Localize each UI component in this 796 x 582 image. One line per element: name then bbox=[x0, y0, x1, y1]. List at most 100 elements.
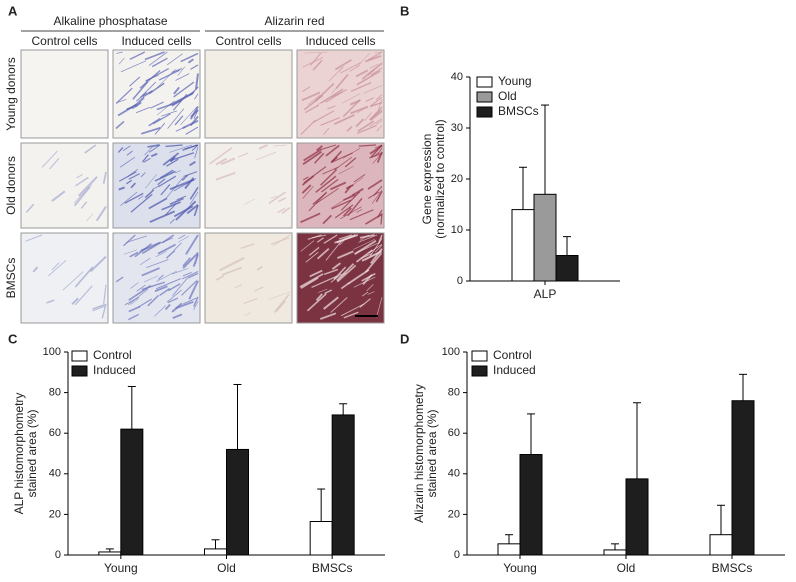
texture bbox=[115, 120, 125, 130]
texture bbox=[126, 150, 133, 156]
texture bbox=[270, 195, 278, 199]
texture bbox=[178, 234, 186, 240]
y-tick-label: 100 bbox=[43, 346, 61, 358]
texture bbox=[166, 289, 182, 303]
texture bbox=[256, 265, 263, 271]
texture bbox=[316, 248, 330, 260]
texture bbox=[322, 166, 339, 175]
texture bbox=[173, 242, 182, 251]
texture bbox=[377, 234, 383, 244]
texture bbox=[116, 98, 127, 103]
texture bbox=[171, 67, 183, 74]
texture bbox=[141, 281, 166, 291]
y-tick-label: 20 bbox=[448, 508, 460, 520]
legend-label: Young bbox=[498, 74, 532, 88]
micrograph bbox=[20, 142, 109, 229]
texture bbox=[120, 60, 147, 73]
texture bbox=[361, 62, 383, 80]
error-bar bbox=[211, 539, 220, 549]
texture bbox=[316, 237, 325, 243]
texture bbox=[195, 73, 199, 90]
texture bbox=[161, 110, 177, 117]
texture bbox=[376, 151, 383, 163]
texture bbox=[334, 114, 355, 125]
texture bbox=[161, 234, 175, 244]
texture bbox=[302, 86, 311, 92]
error-bar bbox=[611, 543, 619, 550]
texture bbox=[350, 81, 372, 92]
texture bbox=[244, 198, 255, 206]
texture bbox=[138, 298, 152, 308]
legend-swatch bbox=[471, 365, 488, 377]
texture bbox=[369, 118, 383, 128]
texture bbox=[315, 188, 339, 205]
y-tick-label: 40 bbox=[448, 468, 460, 480]
texture bbox=[357, 120, 375, 133]
texture bbox=[320, 116, 341, 126]
texture bbox=[302, 176, 309, 181]
y-tick-label: 80 bbox=[49, 387, 61, 399]
texture bbox=[258, 144, 268, 150]
y-axis-label: Gene expression bbox=[420, 134, 434, 225]
legend-swatch bbox=[476, 76, 493, 88]
texture bbox=[364, 54, 382, 63]
texture bbox=[181, 280, 198, 296]
texture bbox=[166, 158, 179, 167]
texture bbox=[140, 172, 146, 178]
texture bbox=[368, 244, 383, 254]
texture bbox=[181, 271, 199, 280]
error-bar bbox=[339, 403, 348, 415]
texture bbox=[320, 88, 344, 104]
bar bbox=[555, 255, 579, 282]
y-tick-label: 10 bbox=[451, 224, 463, 236]
texture bbox=[369, 110, 383, 121]
texture bbox=[370, 67, 383, 76]
texture bbox=[119, 156, 136, 168]
error-bar bbox=[127, 386, 136, 430]
texture bbox=[299, 273, 324, 288]
texture bbox=[41, 150, 58, 168]
texture bbox=[84, 144, 97, 154]
texture bbox=[308, 246, 320, 256]
texture bbox=[309, 269, 323, 278]
texture bbox=[335, 73, 349, 89]
texture bbox=[317, 96, 332, 105]
texture bbox=[148, 197, 168, 210]
texture bbox=[46, 299, 55, 304]
texture bbox=[74, 266, 94, 288]
texture bbox=[193, 205, 199, 217]
legend-label: Control bbox=[493, 348, 532, 362]
texture bbox=[126, 179, 132, 185]
texture bbox=[300, 240, 315, 252]
texture bbox=[234, 284, 242, 289]
texture bbox=[147, 144, 160, 148]
texture bbox=[303, 148, 323, 162]
texture bbox=[302, 150, 323, 166]
texture bbox=[92, 303, 106, 310]
texture bbox=[189, 161, 196, 167]
texture bbox=[347, 197, 363, 217]
texture bbox=[343, 311, 359, 319]
texture bbox=[124, 192, 144, 204]
texture bbox=[128, 313, 139, 321]
texture bbox=[144, 189, 155, 199]
texture bbox=[194, 93, 199, 100]
error-bar bbox=[505, 534, 513, 544]
texture bbox=[190, 64, 199, 70]
y-tick-label: 80 bbox=[448, 387, 460, 399]
texture bbox=[340, 62, 362, 74]
texture bbox=[51, 262, 60, 271]
bar bbox=[309, 521, 333, 556]
texture bbox=[76, 173, 83, 179]
texture bbox=[329, 181, 347, 191]
texture bbox=[115, 276, 124, 283]
texture bbox=[130, 193, 153, 213]
texture bbox=[154, 122, 166, 135]
texture bbox=[365, 252, 383, 273]
error-bar bbox=[717, 504, 725, 535]
bar bbox=[625, 478, 649, 556]
texture bbox=[173, 81, 195, 98]
texture bbox=[140, 241, 162, 252]
texture bbox=[185, 234, 199, 255]
texture bbox=[126, 235, 148, 243]
